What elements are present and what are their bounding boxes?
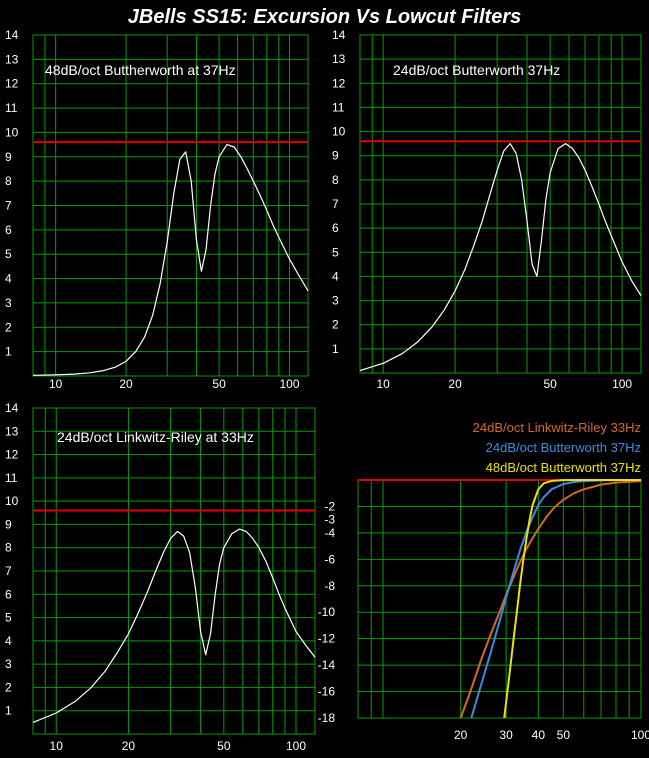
- x-tick-label: 10: [50, 739, 64, 753]
- y-tick-label: 10: [332, 125, 346, 139]
- y-tick-label: -6: [324, 552, 335, 566]
- legend-entry: 48dB/oct Butterworth 37Hz: [486, 460, 641, 475]
- y-tick-label: -4: [324, 526, 335, 540]
- y-tick-label: 6: [332, 221, 339, 235]
- y-tick-label: 5: [5, 611, 12, 625]
- y-tick-label: 3: [332, 294, 339, 308]
- y-tick-label: 9: [5, 150, 12, 164]
- y-tick-label: 11: [332, 100, 345, 114]
- series-line-3: [503, 479, 641, 719]
- x-tick-label: 40: [532, 728, 546, 742]
- x-tick-label: 50: [217, 739, 231, 753]
- y-tick-label: -18: [318, 711, 336, 725]
- x-tick-label: 50: [212, 377, 226, 391]
- y-tick-label: 13: [332, 52, 346, 66]
- x-tick-label: 10: [49, 377, 63, 391]
- y-tick-label: 5: [5, 247, 12, 261]
- y-tick-label: -16: [318, 685, 336, 699]
- x-tick-label: 20: [454, 728, 468, 742]
- y-tick-label: 3: [5, 296, 12, 310]
- y-tick-label: 11: [5, 471, 18, 485]
- y-tick-label: 2: [5, 680, 12, 694]
- y-tick-label: 7: [5, 564, 12, 578]
- figure-title: JBells SS15: Excursion Vs Lowcut Filters: [127, 6, 522, 28]
- y-tick-label: -14: [318, 658, 336, 672]
- y-tick-label: 14: [5, 28, 19, 42]
- y-tick-label: 8: [5, 541, 12, 555]
- x-tick-label: 20: [448, 377, 462, 391]
- y-tick-label: -12: [318, 632, 336, 646]
- y-tick-label: 12: [5, 77, 19, 91]
- series-line-1: [32, 528, 316, 723]
- y-tick-label: 1: [5, 345, 12, 359]
- y-tick-label: 7: [5, 199, 12, 213]
- x-tick-label: 100: [631, 728, 649, 742]
- y-tick-label: -3: [324, 513, 335, 527]
- x-tick-label: 20: [122, 739, 136, 753]
- x-tick-label: 100: [286, 739, 306, 753]
- y-tick-label: 13: [5, 52, 19, 66]
- series-line-1: [459, 480, 642, 719]
- y-tick-label: 5: [332, 245, 339, 259]
- x-tick-label: 30: [499, 728, 513, 742]
- panel-title: 24dB/oct Linkwitz-Riley at 33Hz: [57, 429, 254, 445]
- y-tick-label: 10: [5, 494, 19, 508]
- y-tick-label: -2: [324, 499, 335, 513]
- y-tick-label: 11: [5, 101, 18, 115]
- y-tick-label: 9: [5, 517, 12, 531]
- y-tick-label: 1: [5, 704, 12, 718]
- y-tick-label: 9: [332, 149, 339, 163]
- y-tick-label: 6: [5, 587, 12, 601]
- plot-frame: [359, 34, 642, 374]
- y-tick-label: 8: [332, 173, 339, 187]
- y-tick-label: 12: [5, 448, 19, 462]
- y-tick-label: -8: [324, 579, 335, 593]
- y-tick-label: 3: [5, 657, 12, 671]
- x-tick-label: 50: [543, 377, 557, 391]
- x-tick-label: 50: [557, 728, 571, 742]
- y-tick-label: 10: [5, 125, 19, 139]
- plot-frame: [32, 407, 316, 735]
- plot-frame: [357, 479, 642, 719]
- series-line-1: [32, 144, 309, 376]
- x-tick-label: 20: [119, 377, 133, 391]
- y-tick-label: 1: [332, 342, 339, 356]
- legend-entry: 24dB/oct Linkwitz-Riley 33Hz: [473, 420, 641, 435]
- y-tick-label: 4: [5, 634, 12, 648]
- panel-title: 24dB/oct Butterworth 37Hz: [393, 62, 560, 78]
- y-tick-label: 12: [332, 76, 346, 90]
- x-tick-label: 10: [376, 377, 390, 391]
- y-tick-label: 4: [5, 272, 12, 286]
- x-tick-label: 100: [279, 377, 299, 391]
- y-tick-label: 14: [332, 28, 346, 42]
- y-tick-label: 4: [332, 269, 339, 283]
- y-tick-label: 7: [332, 197, 339, 211]
- series-line-1: [359, 143, 642, 372]
- plot-frame: [32, 34, 309, 377]
- y-tick-label: 14: [5, 401, 19, 415]
- y-tick-label: 2: [5, 320, 12, 334]
- y-tick-label: 6: [5, 223, 12, 237]
- y-tick-label: 8: [5, 174, 12, 188]
- y-tick-label: -10: [318, 605, 336, 619]
- legend-entry: 24dB/oct Butterworth 37Hz: [486, 440, 641, 455]
- x-tick-label: 100: [612, 377, 632, 391]
- panel-title: 48dB/oct Buttherworth at 37Hz: [45, 62, 236, 78]
- y-tick-label: 2: [332, 318, 339, 332]
- y-tick-label: 13: [5, 424, 19, 438]
